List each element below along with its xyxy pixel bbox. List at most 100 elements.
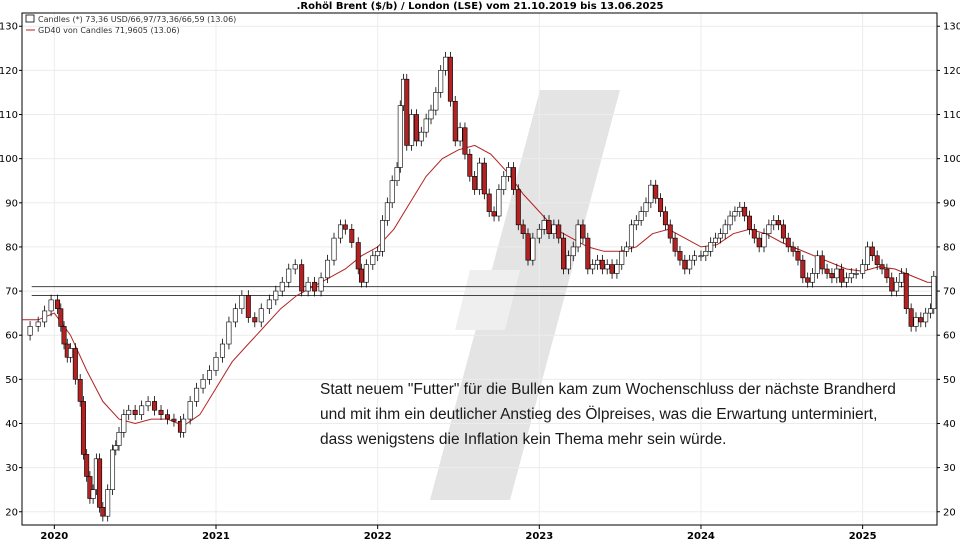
candle-body xyxy=(375,251,381,257)
candle-body xyxy=(443,56,449,71)
candle-body xyxy=(708,242,714,252)
y-tick-label: 100 xyxy=(0,154,18,165)
y-tick-label: 40 xyxy=(5,419,18,430)
candle-body xyxy=(771,220,777,226)
candle-body xyxy=(266,299,272,310)
y-tick-label: 70 xyxy=(943,287,956,298)
candle-body xyxy=(908,308,914,327)
candle-body xyxy=(72,348,78,380)
candle-body xyxy=(894,281,900,292)
candle-body xyxy=(633,220,639,226)
candle-body xyxy=(746,215,752,230)
candle-body xyxy=(476,162,482,190)
candle-body xyxy=(252,317,258,323)
candle-body xyxy=(181,418,187,433)
candle-body xyxy=(829,273,835,279)
candle-body xyxy=(501,176,507,190)
candle-body xyxy=(884,268,890,279)
candle-body xyxy=(931,275,937,310)
candle-body xyxy=(452,100,458,142)
candle-body xyxy=(200,379,206,389)
candle-body xyxy=(171,418,177,422)
candle-body xyxy=(918,317,924,323)
y-tick-label: 40 xyxy=(943,419,956,430)
candle-body xyxy=(551,224,557,234)
candle-body xyxy=(312,281,318,292)
candle-body xyxy=(428,109,434,120)
candle-body xyxy=(761,233,767,248)
candle-body xyxy=(585,237,591,270)
candle-body xyxy=(848,273,854,279)
y-tick-label: 80 xyxy=(5,242,18,253)
candle-body xyxy=(486,193,492,212)
candle-body xyxy=(561,237,567,270)
candle-body xyxy=(889,277,895,292)
candle-body xyxy=(457,127,463,142)
candle-body xyxy=(898,273,904,283)
candle-body xyxy=(299,264,305,292)
candle-body xyxy=(575,224,581,248)
candle-body xyxy=(814,255,820,274)
candle-body xyxy=(394,167,400,182)
candle-body xyxy=(810,273,816,283)
candle-body xyxy=(839,268,845,283)
candle-body xyxy=(404,78,410,146)
candle-body xyxy=(785,237,791,248)
y-tick-label: 20 xyxy=(5,507,18,518)
candle-body xyxy=(219,343,225,358)
candle-body xyxy=(722,224,728,234)
candle-body xyxy=(370,255,376,265)
candle-body xyxy=(77,379,83,402)
annotation-line: und mit ihm ein deutlicher Anstieg des Ö… xyxy=(320,405,877,423)
y-tick-label: 120 xyxy=(0,66,18,77)
legend: Candles (*) 73,36 USD/66,97/73,36/66,59 … xyxy=(25,14,236,35)
candle-body xyxy=(318,277,324,292)
candle-body xyxy=(90,489,96,499)
candle-body xyxy=(530,237,536,261)
candle-body xyxy=(139,405,145,415)
candle-body xyxy=(682,259,688,270)
y-tick-label: 80 xyxy=(943,242,956,253)
candle-body xyxy=(843,277,849,283)
y-tick-label: 20 xyxy=(943,507,956,518)
candle-body xyxy=(604,264,610,270)
candle-body xyxy=(648,184,654,204)
candle-body xyxy=(795,251,801,261)
candle-body xyxy=(698,255,704,258)
y-tick-label: 90 xyxy=(5,198,18,209)
candle-body xyxy=(834,268,840,279)
candle-body xyxy=(565,255,571,270)
candle-body xyxy=(61,326,67,345)
x-axis: 2020 2021 2022 2023 2024 2025 xyxy=(40,525,877,540)
candle-body xyxy=(800,259,806,279)
candle-body xyxy=(413,114,419,142)
y-tick-label: 70 xyxy=(5,287,18,298)
candle-body xyxy=(35,321,41,327)
candle-body xyxy=(541,220,547,230)
candle-body xyxy=(703,251,709,257)
legend-item-gd40: GD40 von Candles 71,9605 (13.06) xyxy=(38,26,180,35)
candle-body xyxy=(737,206,743,212)
candle-body xyxy=(653,184,659,199)
candle-body xyxy=(97,458,103,508)
candle-body xyxy=(187,401,193,420)
candle-series xyxy=(27,51,937,522)
candle-body xyxy=(84,454,90,477)
candle-body xyxy=(462,127,468,155)
candle-body xyxy=(305,281,311,292)
candle-body xyxy=(438,70,444,93)
candle-body xyxy=(780,224,786,239)
candle-body xyxy=(42,310,48,323)
candle-body xyxy=(506,167,512,177)
y-tick-label: 90 xyxy=(943,198,956,209)
y-tick-label: 30 xyxy=(943,463,956,474)
candle-body xyxy=(337,224,343,239)
candle-body xyxy=(358,268,364,283)
candle-body xyxy=(662,211,668,226)
candle-body xyxy=(860,264,866,274)
candle-body xyxy=(913,317,919,327)
candle-body xyxy=(751,228,757,239)
annotation-text: Statt neuem "Futter" für die Bullen kam … xyxy=(320,381,896,448)
candle-body xyxy=(48,299,54,312)
